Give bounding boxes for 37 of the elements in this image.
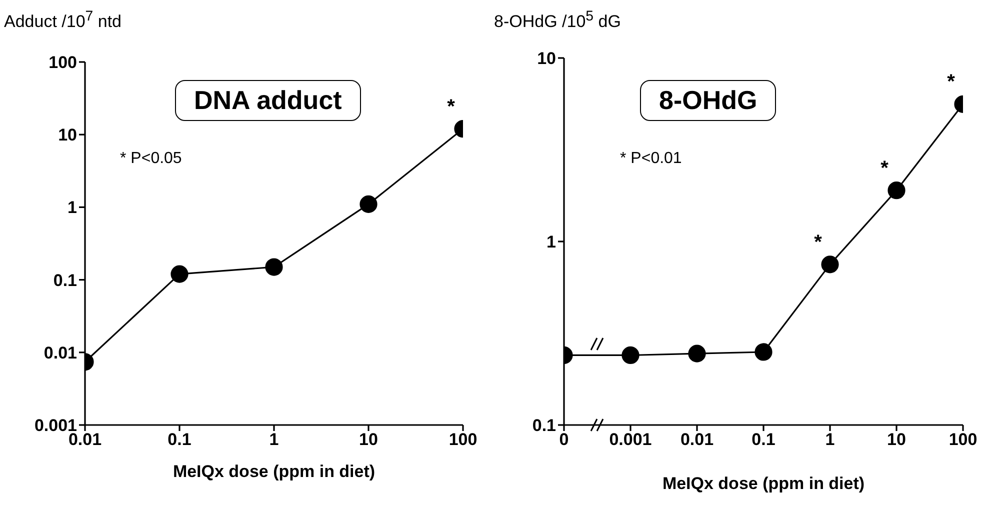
point [754, 343, 772, 361]
x-tick-label: 10 [359, 430, 378, 450]
y-tick-label: 0.01 [44, 343, 77, 362]
x-tick-label: 0.001 [609, 430, 652, 450]
x-tick-label: 0.1 [168, 430, 192, 450]
y-tick-label: 0.1 [53, 270, 77, 290]
annotation: * P<0.05 [120, 150, 182, 167]
annotation: * [947, 71, 956, 94]
point [888, 182, 906, 200]
x-tick-label: 1 [825, 430, 835, 450]
x-tick-label: 10 [887, 430, 906, 450]
x-axis-title: MeIQx dose (ppm in diet) [662, 474, 865, 493]
annotation: * [447, 96, 456, 118]
x-tick-label: 100 [948, 430, 978, 450]
point [622, 346, 640, 364]
annotation: * [814, 231, 822, 254]
point [265, 258, 283, 276]
y-tick-label: 0.1 [532, 416, 556, 436]
x-tick-label: 0.01 [680, 430, 714, 450]
x-tick-label: 100 [448, 430, 478, 450]
y-axis-title: Adduct /10$^{7}$ ntd [4, 8, 122, 31]
text: DNA adduct [194, 85, 342, 115]
point [821, 256, 839, 274]
x-axis-title: MeIQx dose (ppm in diet) [172, 462, 376, 481]
annotation: * P<0.01 [620, 150, 682, 167]
x-tick-label: 0.1 [752, 430, 776, 450]
y-tick-label: 100 [48, 53, 77, 72]
y-tick-label: 1 [546, 232, 556, 252]
y-tick-label: 1 [68, 198, 77, 218]
x-tick-label: 0 [559, 430, 569, 450]
y-tick-label: 10 [537, 49, 556, 68]
y-tick-label: 10 [58, 126, 77, 145]
text: 8-OHdG [659, 85, 758, 115]
x-tick-label: 1 [269, 430, 279, 450]
point [688, 344, 706, 362]
y-axis-title: 8-OHdG /10$^{5}$ dG [494, 8, 621, 31]
annotation: * [880, 157, 889, 180]
